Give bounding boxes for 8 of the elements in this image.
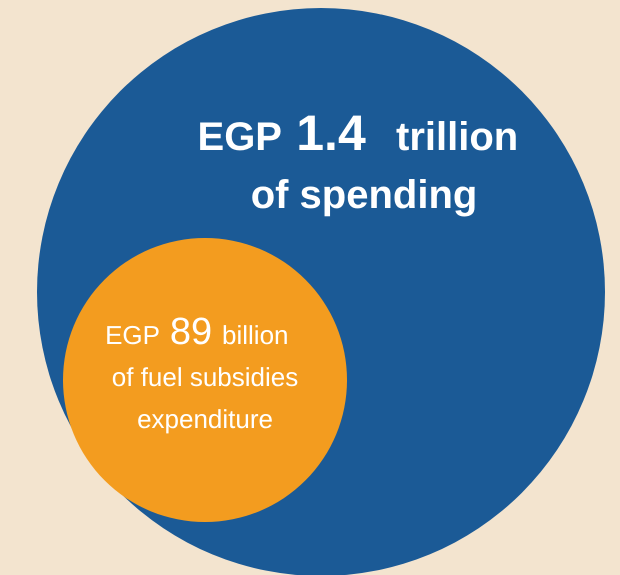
- text: trillion: [396, 115, 518, 159]
- data-label: 1.4: [296, 105, 366, 161]
- text: EGP: [198, 115, 282, 159]
- text: billion: [222, 320, 288, 350]
- category-label: of spending: [250, 173, 478, 217]
- text: EGP: [105, 320, 160, 350]
- category-label: of fuel subsidies expenditure: [112, 362, 298, 434]
- data-label: 89: [170, 311, 212, 353]
